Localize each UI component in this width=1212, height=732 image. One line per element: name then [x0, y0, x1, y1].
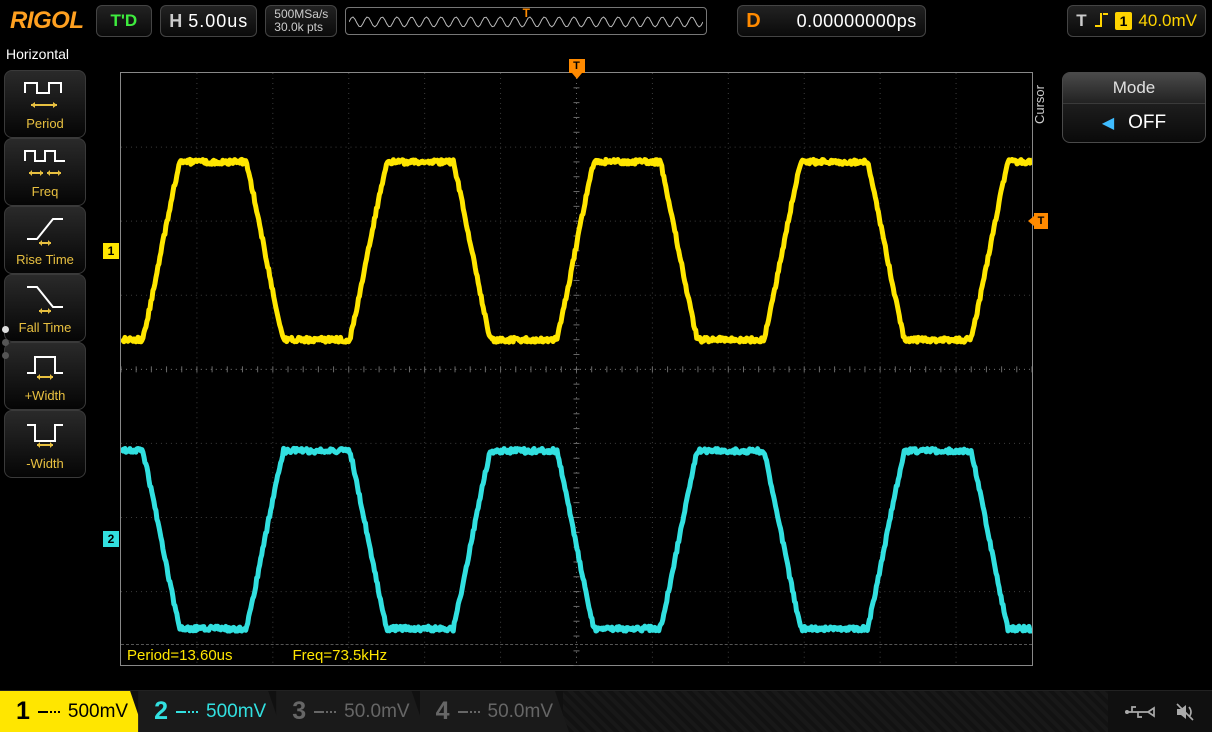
cursor-label: Cursor [1030, 83, 1049, 126]
channel-scale: 500mV [206, 701, 266, 723]
coupling-icon [314, 711, 336, 713]
run-state-box[interactable]: T'D [96, 5, 153, 37]
measure-icon [19, 279, 71, 317]
sidebar-item-label: -Width [26, 456, 64, 471]
measurement-freq: Freq=73.5kHz [293, 647, 388, 664]
bottombar-spacer [563, 691, 1108, 732]
channel-tab-2[interactable]: 2 500mV [138, 691, 282, 732]
measurement-overlay: Period=13.60us Freq=73.5kHz [121, 644, 1032, 666]
sidebar-item-rise-time[interactable]: Rise Time [4, 206, 86, 274]
measure-icon [19, 415, 71, 453]
timebase-label: H [169, 11, 182, 32]
waveform-plot[interactable]: 1 2 T T Cursor Period=13.60us Freq=73.5k… [120, 72, 1033, 666]
trigger-t-label: T [1076, 11, 1086, 31]
sidebar-title: Horizontal [4, 46, 94, 64]
channel-tab-3[interactable]: 3 50.0mV [276, 691, 425, 732]
top-bar: RIGOL T'D H 5.00us 500MSa/s 30.0k pts T … [0, 0, 1212, 42]
sound-icon [1174, 701, 1196, 723]
trigger-level: 40.0mV [1138, 11, 1197, 31]
measure-icon [19, 75, 71, 113]
channel-scale: 500mV [68, 701, 128, 723]
cursor-mode-box[interactable]: Mode ◀ OFF [1062, 72, 1206, 143]
waveform-preview: T [345, 7, 707, 35]
trigger-level-marker[interactable]: T [1034, 213, 1048, 229]
usb-icon [1124, 702, 1158, 722]
channel-bar: 1 500mV 2 500mV 3 50.0mV 4 50.0mV [0, 690, 1212, 732]
right-panel: Mode ◀ OFF [1062, 72, 1206, 143]
sample-rate-box: 500MSa/s 30.0k pts [265, 5, 337, 37]
coupling-icon [38, 711, 60, 713]
channel-tab-1[interactable]: 1 500mV [0, 691, 144, 732]
coupling-icon [458, 711, 480, 713]
channel-number: 4 [436, 697, 450, 726]
trigger-time-marker[interactable]: T [569, 59, 585, 73]
sidebar-item-freq[interactable]: Freq [4, 138, 86, 206]
preview-trigger-marker: T [523, 7, 530, 20]
measurement-period: Period=13.60us [127, 647, 233, 664]
run-state: T'D [105, 11, 144, 31]
mode-title: Mode [1063, 73, 1205, 104]
channel-number: 3 [292, 697, 306, 726]
measure-icon [19, 347, 71, 385]
sidebar-item-label: Fall Time [19, 320, 72, 335]
channel-number: 2 [154, 697, 168, 726]
mode-value: OFF [1128, 112, 1166, 134]
rising-edge-icon [1093, 13, 1109, 29]
sidebar-item--width[interactable]: -Width [4, 410, 86, 478]
channel-number: 1 [16, 697, 30, 726]
sidebar-item-label: Period [26, 116, 64, 131]
sidebar-scroll-dots [2, 326, 9, 359]
trigger-box[interactable]: T 1 40.0mV [1067, 5, 1206, 37]
record-points: 30.0k pts [274, 21, 328, 34]
system-icons [1108, 691, 1212, 732]
trigger-channel: 1 [1115, 12, 1133, 30]
ch1-ground-marker[interactable]: 1 [103, 243, 119, 259]
measure-icon [19, 211, 71, 249]
delay-label: D [746, 10, 760, 33]
chevron-left-icon: ◀ [1102, 113, 1114, 133]
waveform-canvas [121, 73, 1032, 666]
measure-icon [19, 143, 71, 181]
sidebar-item--width[interactable]: +Width [4, 342, 86, 410]
sidebar-item-label: Rise Time [16, 252, 74, 267]
ch2-ground-marker[interactable]: 2 [103, 531, 119, 547]
sidebar-item-label: Freq [32, 184, 59, 199]
timebase-value: 5.00us [188, 11, 248, 32]
sidebar-item-label: +Width [25, 388, 66, 403]
sidebar-item-period[interactable]: Period [4, 70, 86, 138]
channel-scale: 50.0mV [488, 701, 553, 723]
channel-scale: 50.0mV [344, 701, 409, 723]
measurement-sidebar: Horizontal Period Freq Rise Time Fall Time +… [4, 46, 94, 478]
channel-tab-4[interactable]: 4 50.0mV [420, 691, 569, 732]
timebase-box[interactable]: H 5.00us [160, 5, 257, 37]
coupling-icon [176, 711, 198, 713]
sidebar-item-fall-time[interactable]: Fall Time [4, 274, 86, 342]
delay-value: 0.00000000ps [767, 11, 917, 32]
brand-logo: RIGOL [6, 7, 88, 35]
delay-box[interactable]: D 0.00000000ps [737, 5, 925, 37]
